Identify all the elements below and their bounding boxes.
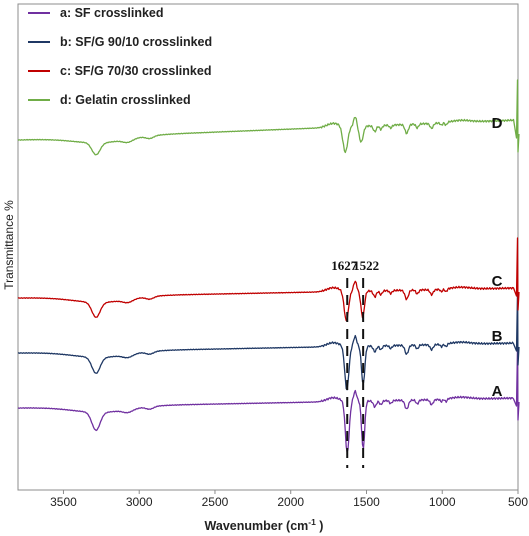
peak-label: 1522 (353, 258, 379, 273)
x-axis-label-sup: -1 (308, 517, 316, 527)
x-tick-label: 3000 (126, 495, 153, 509)
series-layer: A B C D (17, 79, 520, 453)
x-axis-label-end: ) (316, 519, 324, 533)
curve-label-b: B (492, 328, 503, 345)
series-line-c (17, 237, 520, 322)
x-axis-label-main: Wavenumber (cm (205, 519, 309, 533)
peak-label: 1627 (331, 258, 358, 273)
legend: a: SF crosslinked b: SF/G 90/10 crosslink… (28, 6, 212, 107)
x-tick-label: 3500 (50, 495, 77, 509)
legend-label: d: Gelatin crosslinked (60, 93, 191, 107)
x-axis-label: Wavenumber (cm-1 ) (205, 517, 324, 533)
series-line-b (17, 292, 520, 391)
legend-label: a: SF crosslinked (60, 6, 164, 20)
x-tick-label: 1500 (353, 495, 380, 509)
x-tick-label: 500 (508, 495, 528, 509)
x-tick-label: 1000 (429, 495, 456, 509)
curve-label-a: A (492, 383, 503, 400)
legend-label: b: SF/G 90/10 crosslinked (60, 35, 212, 49)
y-axis-label: Transmittance % (2, 200, 16, 290)
x-axis: 3500 3000 2500 2000 1500 1000 500 (50, 490, 528, 509)
legend-label: c: SF/G 70/30 crosslinked (60, 64, 211, 78)
curve-label-d: D (492, 115, 503, 132)
curve-label-c: C (492, 273, 503, 290)
x-tick-label: 2500 (202, 495, 229, 509)
x-tick-label: 2000 (277, 495, 304, 509)
series-line-d (17, 79, 520, 156)
series-line-a (17, 347, 520, 453)
